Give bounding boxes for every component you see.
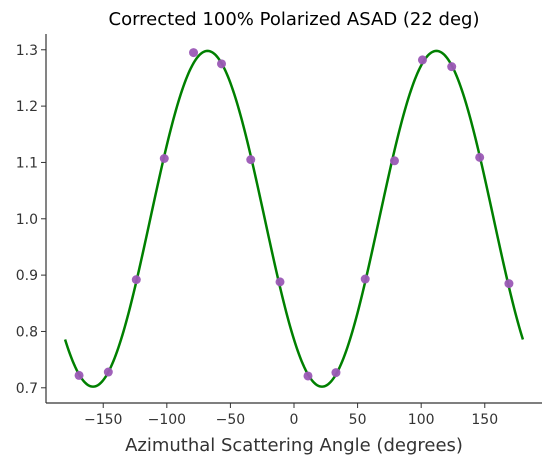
data-point	[159, 154, 169, 164]
tick-labels: −150 −100 −50 0 50 100 150 0.7 0.8 0.9 1.0 1.1 1.2 1.…	[16, 43, 498, 428]
data-point	[331, 368, 341, 378]
data-point	[74, 370, 84, 380]
y-tick-label: 0.7	[16, 381, 38, 397]
data-point	[131, 275, 141, 285]
data-point	[303, 371, 313, 381]
data-point	[447, 62, 457, 72]
data-point	[389, 156, 399, 166]
y-tick-label: 1.0	[16, 212, 38, 228]
x-tick-label: 0	[290, 412, 299, 428]
y-tick-label: 1.1	[16, 155, 38, 171]
y-tick-label: 0.9	[16, 268, 38, 284]
axis-ticks	[41, 49, 486, 408]
data-point	[246, 155, 256, 165]
chart-title: Corrected 100% Polarized ASAD (22 deg)	[109, 9, 480, 30]
x-axis-label: Azimuthal Scattering Angle (degrees)	[125, 435, 463, 456]
y-tick-label: 1.3	[16, 43, 38, 59]
data-point	[504, 279, 514, 289]
x-tick-label: 100	[408, 412, 435, 428]
data-point	[275, 277, 285, 287]
fit-curve	[63, 49, 525, 388]
x-tick-label: −150	[84, 412, 122, 428]
data-point	[475, 152, 485, 162]
data-point	[417, 55, 427, 65]
data-points	[74, 48, 514, 381]
x-tick-label: 150	[471, 412, 498, 428]
y-tick-label: 1.2	[16, 99, 38, 115]
x-tick-label: −50	[216, 412, 246, 428]
data-point	[189, 48, 199, 58]
data-point	[103, 367, 113, 377]
x-tick-label: 50	[349, 412, 367, 428]
data-point	[217, 59, 227, 69]
y-tick-label: 0.8	[16, 324, 38, 340]
x-tick-label: −100	[148, 412, 186, 428]
data-point	[360, 274, 370, 284]
